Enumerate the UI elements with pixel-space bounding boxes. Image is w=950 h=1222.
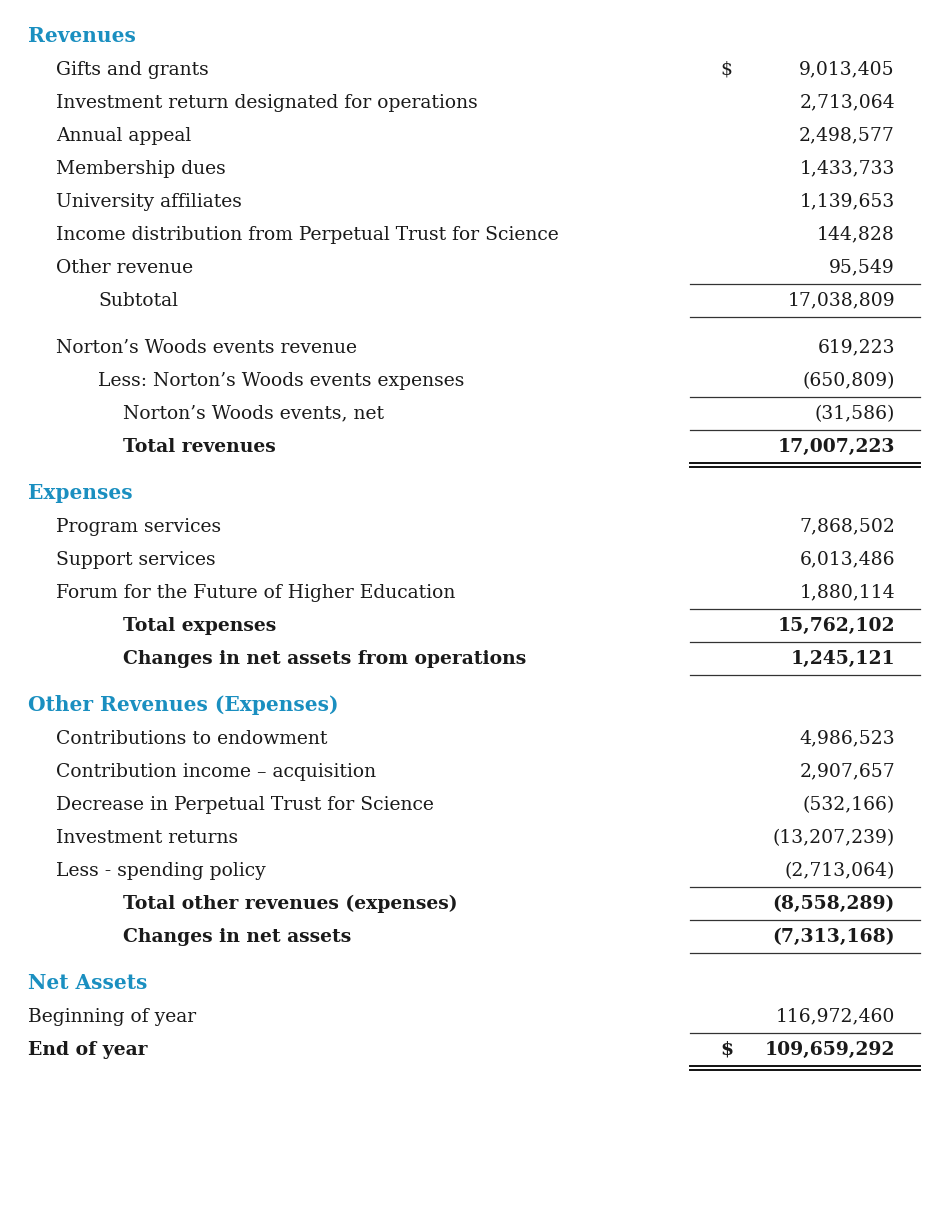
Text: Changes in net assets from operations: Changes in net assets from operations (123, 650, 526, 667)
Text: 109,659,292: 109,659,292 (765, 1041, 895, 1058)
Text: Subtotal: Subtotal (98, 292, 178, 309)
Text: Less: Norton’s Woods events expenses: Less: Norton’s Woods events expenses (98, 371, 465, 390)
Text: 7,868,502: 7,868,502 (799, 518, 895, 535)
Text: Annual appeal: Annual appeal (56, 127, 191, 144)
Text: 619,223: 619,223 (818, 338, 895, 357)
Text: University affiliates: University affiliates (56, 193, 242, 210)
Text: Gifts and grants: Gifts and grants (56, 61, 209, 78)
Text: Contributions to endowment: Contributions to endowment (56, 730, 328, 748)
Text: 17,038,809: 17,038,809 (788, 292, 895, 309)
Text: $: $ (720, 61, 732, 78)
Text: Norton’s Woods events, net: Norton’s Woods events, net (123, 404, 384, 423)
Text: 116,972,460: 116,972,460 (775, 1008, 895, 1025)
Text: 1,880,114: 1,880,114 (799, 584, 895, 601)
Text: Support services: Support services (56, 551, 216, 568)
Text: 4,986,523: 4,986,523 (799, 730, 895, 748)
Text: Other revenue: Other revenue (56, 259, 193, 276)
Text: 15,762,102: 15,762,102 (777, 617, 895, 634)
Text: Program services: Program services (56, 518, 221, 535)
Text: (8,558,289): (8,558,289) (772, 895, 895, 913)
Text: (13,207,239): (13,207,239) (772, 829, 895, 847)
Text: 2,713,064: 2,713,064 (799, 94, 895, 111)
Text: 2,907,657: 2,907,657 (799, 763, 895, 781)
Text: 144,828: 144,828 (817, 226, 895, 243)
Text: Membership dues: Membership dues (56, 160, 226, 177)
Text: Beginning of year: Beginning of year (28, 1008, 196, 1025)
Text: Investment return designated for operations: Investment return designated for operati… (56, 94, 478, 111)
Text: (2,713,064): (2,713,064) (785, 862, 895, 880)
Text: Expenses: Expenses (28, 483, 133, 502)
Text: Norton’s Woods events revenue: Norton’s Woods events revenue (56, 338, 357, 357)
Text: Total other revenues (expenses): Total other revenues (expenses) (123, 895, 458, 913)
Text: Less - spending policy: Less - spending policy (56, 862, 266, 880)
Text: 9,013,405: 9,013,405 (799, 61, 895, 78)
Text: 17,007,223: 17,007,223 (777, 437, 895, 456)
Text: Revenues: Revenues (28, 26, 136, 45)
Text: 2,498,577: 2,498,577 (799, 127, 895, 144)
Text: 1,139,653: 1,139,653 (800, 193, 895, 210)
Text: Decrease in Perpetual Trust for Science: Decrease in Perpetual Trust for Science (56, 796, 434, 814)
Text: Contribution income – acquisition: Contribution income – acquisition (56, 763, 376, 781)
Text: 95,549: 95,549 (829, 259, 895, 276)
Text: (532,166): (532,166) (803, 796, 895, 814)
Text: 1,245,121: 1,245,121 (790, 650, 895, 667)
Text: Total revenues: Total revenues (123, 437, 276, 456)
Text: Investment returns: Investment returns (56, 829, 238, 847)
Text: 1,433,733: 1,433,733 (800, 160, 895, 177)
Text: $: $ (720, 1041, 733, 1058)
Text: 6,013,486: 6,013,486 (800, 551, 895, 568)
Text: Net Assets: Net Assets (28, 973, 147, 992)
Text: Income distribution from Perpetual Trust for Science: Income distribution from Perpetual Trust… (56, 226, 559, 243)
Text: Changes in net assets: Changes in net assets (123, 927, 352, 946)
Text: End of year: End of year (28, 1041, 147, 1058)
Text: (31,586): (31,586) (814, 404, 895, 423)
Text: (650,809): (650,809) (803, 371, 895, 390)
Text: Total expenses: Total expenses (123, 617, 276, 634)
Text: Other Revenues (Expenses): Other Revenues (Expenses) (28, 695, 338, 715)
Text: Forum for the Future of Higher Education: Forum for the Future of Higher Education (56, 584, 455, 601)
Text: (7,313,168): (7,313,168) (772, 927, 895, 946)
